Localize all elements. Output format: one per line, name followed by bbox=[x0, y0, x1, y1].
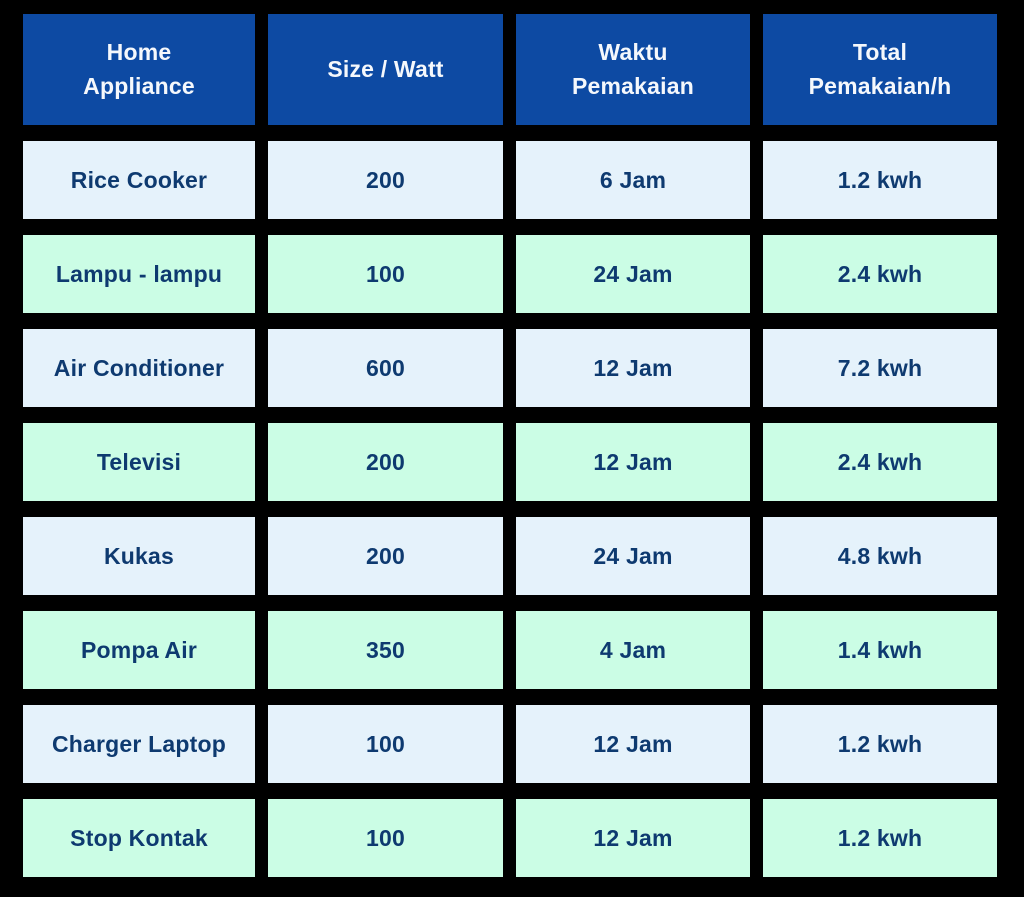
total-usage-cell: 1.2 kwh bbox=[763, 141, 997, 219]
usage-time-cell: 12 Jam bbox=[516, 423, 750, 501]
total-usage-cell: 4.8 kwh bbox=[763, 517, 997, 595]
usage-time-cell: 4 Jam bbox=[516, 611, 750, 689]
header-cell-size-watt: Size / Watt bbox=[268, 14, 503, 125]
header-cell-home-appliance: Home Appliance bbox=[23, 14, 255, 125]
header-label-waktu-pemakaian: Waktu Pemakaian bbox=[572, 39, 694, 99]
watt-size-cell: 100 bbox=[268, 705, 503, 783]
appliance-name-cell: Kukas bbox=[23, 517, 255, 595]
appliance-name-cell: Stop Kontak bbox=[23, 799, 255, 877]
watt-size-cell: 100 bbox=[268, 235, 503, 313]
usage-time-cell: 24 Jam bbox=[516, 517, 750, 595]
header-cell-total-pemakaian: Total Pemakaian/h bbox=[763, 14, 997, 125]
appliance-name-cell: Lampu - lampu bbox=[23, 235, 255, 313]
appliance-name-cell: Charger Laptop bbox=[23, 705, 255, 783]
watt-size-cell: 350 bbox=[268, 611, 503, 689]
appliance-name-cell: Pompa Air bbox=[23, 611, 255, 689]
appliance-usage-table: Home Appliance Size / Watt Waktu Pemakai… bbox=[23, 14, 997, 877]
usage-time-cell: 12 Jam bbox=[516, 799, 750, 877]
header-label-home-appliance: Home Appliance bbox=[83, 39, 195, 99]
total-usage-cell: 1.4 kwh bbox=[763, 611, 997, 689]
usage-time-cell: 12 Jam bbox=[516, 329, 750, 407]
appliance-name-cell: Rice Cooker bbox=[23, 141, 255, 219]
appliance-name-cell: Air Conditioner bbox=[23, 329, 255, 407]
usage-time-cell: 12 Jam bbox=[516, 705, 750, 783]
total-usage-cell: 2.4 kwh bbox=[763, 423, 997, 501]
header-label-size-watt: Size / Watt bbox=[327, 55, 444, 82]
watt-size-cell: 200 bbox=[268, 423, 503, 501]
total-usage-cell: 2.4 kwh bbox=[763, 235, 997, 313]
total-usage-cell: 1.2 kwh bbox=[763, 799, 997, 877]
total-usage-cell: 7.2 kwh bbox=[763, 329, 997, 407]
watt-size-cell: 100 bbox=[268, 799, 503, 877]
appliance-name-cell: Televisi bbox=[23, 423, 255, 501]
usage-time-cell: 24 Jam bbox=[516, 235, 750, 313]
watt-size-cell: 200 bbox=[268, 141, 503, 219]
header-cell-waktu-pemakaian: Waktu Pemakaian bbox=[516, 14, 750, 125]
total-usage-cell: 1.2 kwh bbox=[763, 705, 997, 783]
header-label-total-pemakaian: Total Pemakaian/h bbox=[808, 39, 952, 99]
watt-size-cell: 200 bbox=[268, 517, 503, 595]
usage-time-cell: 6 Jam bbox=[516, 141, 750, 219]
watt-size-cell: 600 bbox=[268, 329, 503, 407]
